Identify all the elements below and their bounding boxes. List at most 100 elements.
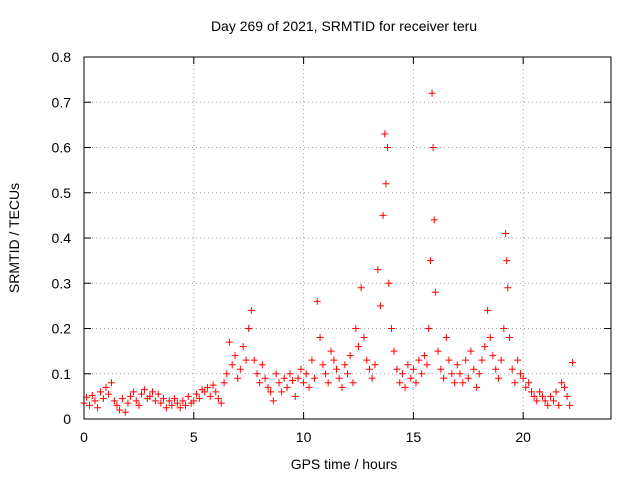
data-point (357, 284, 365, 292)
data-point (344, 370, 351, 378)
data-point (170, 395, 178, 403)
data-point (470, 365, 478, 373)
data-point (184, 392, 192, 400)
data-point (502, 229, 510, 237)
data-point (256, 379, 264, 387)
data-point (462, 356, 470, 364)
data-point (383, 144, 391, 151)
data-point (387, 325, 395, 332)
data-point (495, 374, 503, 382)
data-point (278, 388, 286, 396)
data-point (381, 130, 389, 138)
data-point (481, 343, 489, 351)
data-point (236, 365, 244, 373)
data-point (330, 356, 338, 364)
data-point (311, 374, 319, 382)
data-point (473, 383, 481, 391)
data-point (247, 306, 255, 314)
data-point (110, 397, 118, 405)
data-point (434, 347, 442, 355)
data-point (327, 347, 335, 355)
data-point (264, 383, 272, 391)
data-point (517, 370, 525, 378)
data-point (420, 352, 428, 360)
tick-layer: 0 5 10 15 20 0 0.1 0.2 0.3 0.4 0.5 0.6 0.7 0.8 (52, 49, 611, 445)
data-point (220, 379, 228, 387)
x-tick-label: 5 (190, 429, 198, 445)
data-point (451, 379, 459, 387)
chart-title: Day 269 of 2021, SRMTID for receiver ter… (211, 18, 477, 34)
data-point (569, 358, 577, 366)
data-point (324, 379, 332, 387)
data-point (464, 374, 472, 382)
y-tick-label: 0.6 (52, 140, 72, 156)
data-point (440, 374, 448, 382)
data-point (105, 390, 113, 398)
data-point (203, 383, 211, 391)
data-point (430, 216, 438, 224)
data-point (159, 395, 167, 403)
data-point (412, 379, 420, 387)
data-point (541, 397, 549, 405)
data-point (261, 374, 269, 382)
data-point (165, 397, 173, 405)
data-point (456, 370, 464, 378)
data-point (415, 356, 423, 364)
data-point (346, 352, 354, 360)
data-point (302, 370, 310, 378)
data-point (349, 379, 357, 387)
data-point (390, 347, 398, 355)
data-point (429, 144, 437, 151)
data-point (91, 397, 99, 405)
data-point (333, 365, 341, 373)
data-point (322, 370, 330, 378)
data-point (354, 343, 362, 351)
data-point (308, 356, 316, 364)
data-point (363, 356, 371, 364)
data-point (425, 325, 433, 332)
data-point (566, 401, 574, 409)
data-point (239, 343, 247, 351)
data-point (549, 397, 557, 405)
data-point (437, 365, 445, 373)
data-point (258, 361, 266, 369)
data-point (269, 397, 277, 405)
data-point (500, 325, 508, 332)
y-tick-label: 0.2 (52, 321, 72, 337)
data-point (528, 388, 536, 396)
data-point (431, 288, 439, 296)
data-point (127, 392, 135, 400)
data-point (291, 392, 299, 400)
data-point (404, 361, 412, 369)
data-point (168, 401, 176, 409)
data-point (280, 374, 288, 382)
data-point (497, 356, 505, 364)
y-tick-label: 0.3 (52, 275, 72, 291)
data-point (407, 374, 415, 382)
data-point (379, 211, 387, 219)
data-point (162, 404, 170, 412)
data-point (300, 379, 308, 387)
data-point (214, 395, 222, 403)
data-point (316, 334, 324, 342)
data-point (503, 257, 511, 265)
data-point (272, 370, 280, 378)
data-point (396, 379, 404, 387)
data-point (313, 297, 321, 305)
data-point (157, 399, 165, 407)
data-point (442, 334, 450, 342)
data-point (132, 397, 140, 405)
label-layer: Day 269 of 2021, SRMTID for receiver ter… (6, 18, 477, 472)
data-point (176, 404, 184, 412)
data-point (547, 392, 555, 400)
x-tick-label: 10 (296, 429, 312, 445)
data-point (467, 347, 475, 355)
data-point (225, 338, 233, 346)
x-tick-label: 15 (406, 429, 422, 445)
data-point (94, 404, 102, 412)
data-point (206, 392, 214, 400)
data-point (118, 395, 126, 403)
data-point (352, 325, 360, 332)
